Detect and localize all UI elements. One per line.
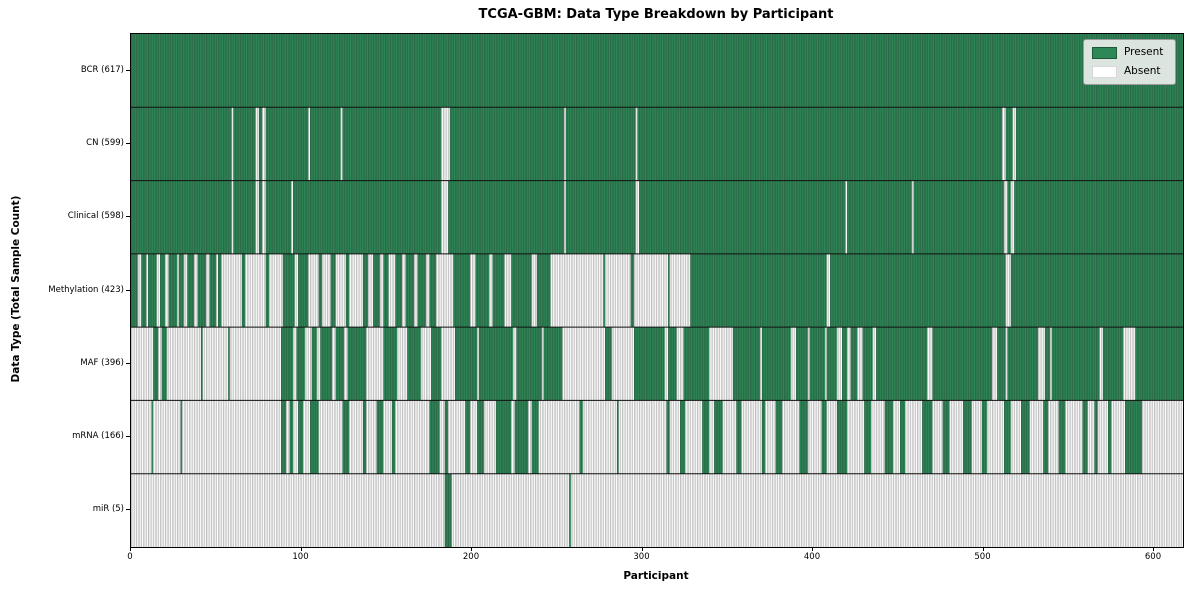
- x-tick-label: 500: [974, 552, 991, 562]
- x-tick-label: 0: [127, 552, 133, 562]
- row-label-Methylation: Methylation (423): [48, 284, 124, 295]
- row-label-miR: miR (5): [92, 504, 124, 515]
- x-tick-mark: [982, 547, 984, 551]
- absent-swatch-icon: [1092, 65, 1117, 78]
- row-label-CN: CN (599): [86, 137, 124, 148]
- x-tick-label: 200: [462, 552, 480, 562]
- x-tick-mark: [300, 547, 302, 551]
- x-tick-mark: [471, 547, 472, 551]
- presence-matrix: [131, 34, 1183, 547]
- legend-label-present: Present: [1124, 46, 1164, 58]
- x-tick-label: 100: [292, 552, 309, 562]
- x-tick-mark: [1153, 547, 1154, 551]
- legend-item-present: Present: [1092, 46, 1167, 59]
- x-tick-mark: [812, 547, 813, 551]
- row-label-BCR: BCR (617): [80, 64, 124, 75]
- legend: Present Absent: [1083, 39, 1176, 85]
- y-tick-mark: [126, 289, 130, 291]
- y-tick-mark: [126, 436, 130, 438]
- x-tick-mark: [641, 547, 643, 551]
- x-tick-label: 300: [633, 552, 650, 562]
- chart-title: TCGA-GBM: Data Type Breakdown by Partici…: [478, 7, 834, 22]
- present-swatch-icon: [1092, 46, 1117, 59]
- x-tick-label: 400: [803, 552, 821, 562]
- y-tick-mark: [126, 216, 130, 218]
- row-label-Clinical: Clinical (598): [67, 211, 124, 222]
- x-tick-label: 600: [1144, 552, 1162, 562]
- y-tick-mark: [126, 362, 130, 364]
- y-tick-mark: [126, 142, 130, 144]
- legend-label-absent: Absent: [1124, 65, 1161, 77]
- y-tick-mark: [126, 69, 130, 71]
- legend-item-absent: Absent: [1092, 65, 1167, 78]
- x-tick-mark: [130, 547, 131, 551]
- row-label-mRNA: mRNA (166): [72, 431, 124, 442]
- y-tick-mark: [126, 509, 130, 511]
- x-axis-title: Participant: [623, 570, 689, 582]
- bar-edge-texture: [131, 34, 1183, 547]
- row-label-MAF: MAF (396): [80, 357, 124, 368]
- plot-area: [130, 33, 1184, 548]
